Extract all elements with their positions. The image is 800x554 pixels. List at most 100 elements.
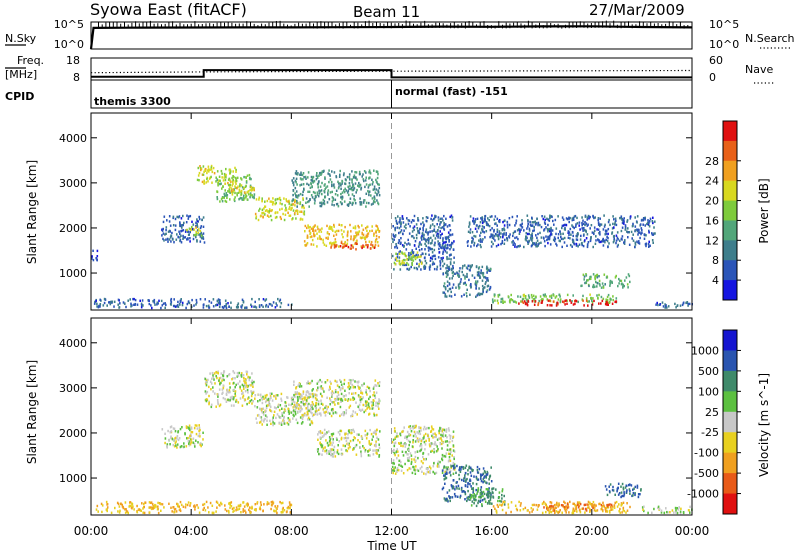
power-cell [499, 235, 502, 239]
velocity-cell [378, 455, 380, 458]
power-cell [431, 214, 433, 217]
power-cell [219, 200, 221, 203]
velocity-cell [301, 421, 304, 424]
velocity-cell [482, 478, 485, 481]
power-cell [125, 305, 127, 309]
power-cell [191, 298, 193, 302]
velocity-cell [233, 396, 235, 399]
power-cell [187, 230, 190, 233]
velocity-cell [269, 395, 272, 398]
power-cell [592, 283, 595, 287]
power-cell [487, 279, 489, 282]
velocity-cell [485, 481, 487, 484]
velocity-cell [393, 462, 395, 465]
velocity-cell [326, 431, 328, 434]
velocity-cell [206, 398, 209, 401]
power-cell [411, 256, 413, 259]
power-cell [358, 170, 361, 174]
power-cell [666, 306, 668, 309]
power-cell [415, 223, 418, 226]
power-cell [340, 196, 342, 199]
power-cell [224, 182, 227, 185]
velocity-cell [541, 511, 544, 515]
power-cell [351, 203, 354, 206]
power-cell [620, 217, 623, 220]
power-cell [313, 232, 315, 235]
power-cell [278, 300, 281, 303]
power-cell [431, 230, 433, 233]
power-cell [612, 295, 614, 298]
power-cell [556, 301, 559, 305]
power-cell [231, 193, 234, 196]
power-cell [261, 208, 264, 211]
power-cell [314, 191, 316, 195]
power-cell [409, 257, 411, 260]
power-cell [528, 239, 530, 243]
power-cell [198, 217, 201, 221]
velocity-cell [144, 501, 146, 504]
velocity-cell [611, 505, 614, 508]
velocity-cell [622, 506, 625, 510]
power-cell [213, 172, 216, 175]
velocity-cell [362, 396, 364, 399]
power-cell [460, 295, 463, 298]
velocity-cell [212, 390, 214, 393]
velocity-cell [393, 444, 396, 448]
power-cell [430, 217, 432, 221]
power-cell [536, 239, 539, 242]
power-cell [339, 201, 342, 204]
power-cell [529, 223, 532, 226]
power-cell [165, 303, 167, 307]
power-cell [321, 170, 324, 173]
velocity-cell [306, 390, 309, 393]
velocity-cell [467, 469, 469, 472]
power-cell [372, 200, 375, 203]
velocity-cell [307, 408, 309, 411]
velocity-cell [410, 460, 413, 464]
power-cell [414, 240, 417, 243]
power-cell [238, 188, 241, 191]
power-cell [420, 238, 423, 241]
velocity-cell [264, 400, 267, 404]
velocity-cell [184, 506, 187, 509]
power-cell [308, 229, 311, 233]
power-cell [348, 201, 351, 204]
velocity-cell [245, 386, 247, 389]
velocity-cell [250, 384, 252, 387]
power-cell [131, 304, 133, 307]
power-cell [427, 246, 430, 249]
power-cell [569, 243, 572, 247]
power-cell [516, 229, 519, 232]
velocity-cell [306, 395, 309, 398]
power-cell [366, 246, 369, 249]
velocity-cell [549, 501, 552, 504]
power-cell [204, 167, 207, 171]
velocity-cell [453, 456, 455, 459]
velocity-cell [215, 374, 217, 378]
velocity-cell [282, 419, 284, 422]
power-cell [181, 226, 183, 229]
power-cell [361, 175, 363, 178]
velocity-cell [237, 508, 239, 511]
power-cell [202, 235, 204, 239]
power-cell [644, 216, 646, 219]
power-cell [464, 277, 466, 280]
power-cell [361, 236, 364, 239]
velocity-cell [292, 417, 294, 420]
power-cell [193, 233, 196, 237]
velocity-cell [472, 487, 474, 490]
power-cell [317, 186, 319, 189]
power-cell [333, 234, 335, 237]
velocity-cell [319, 406, 321, 410]
power-cell [317, 183, 319, 186]
power-cell [428, 253, 430, 256]
power-cell [366, 225, 368, 229]
power-cell [203, 179, 205, 182]
power-cell [428, 266, 431, 269]
power-cell [312, 226, 315, 229]
power-cell [309, 198, 311, 202]
velocity-cell [321, 445, 323, 449]
power-cell [302, 183, 305, 186]
velocity-cell [288, 410, 291, 413]
velocity-cell [369, 395, 371, 399]
